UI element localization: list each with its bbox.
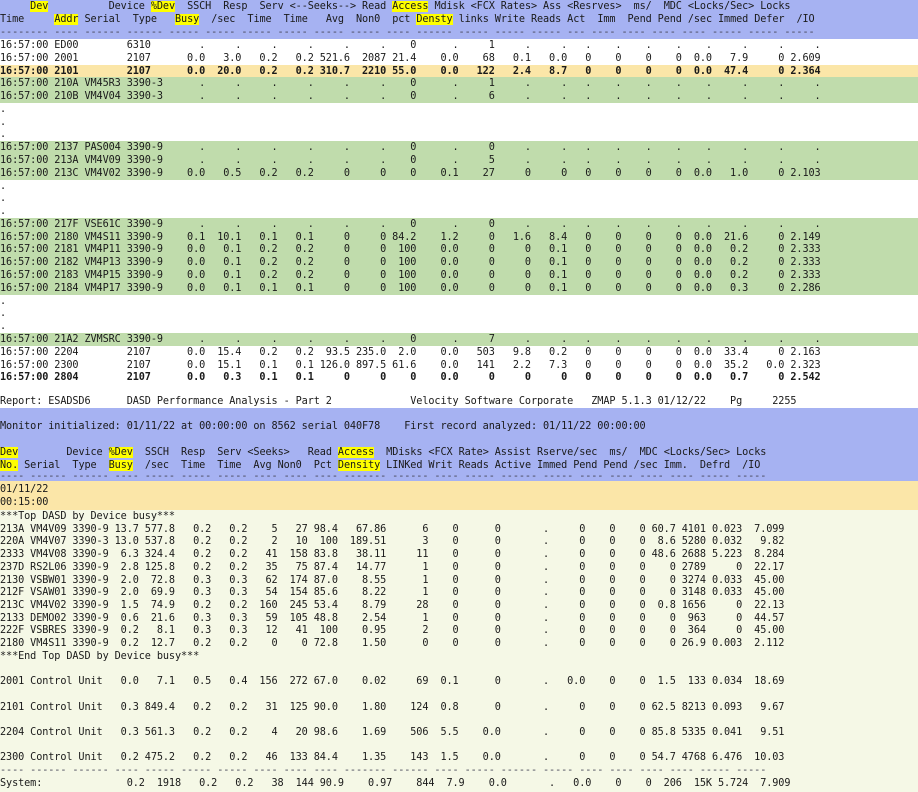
- top-dasd-row[interactable]: 220A VM4V07 3390-3 13.0 537.8 0.2 0.2 2 …: [0, 536, 785, 548]
- device-row[interactable]: 16:57:00 2180 VM4S11 3390-9 0.1 10.1 0.1…: [0, 230, 918, 244]
- highlighted-column-label: %Dev: [108, 447, 133, 458]
- part1-header-rule: -------- ---- ------ ------ ----- ----- …: [0, 26, 815, 39]
- top-dasd-row[interactable]: 237D RS2L06 3390-9 2.8 125.8 0.2 0.2 35 …: [0, 561, 785, 573]
- device-row[interactable]: 16:57:00 21A2 ZVMSRC 3390-9 . . . . . . …: [0, 332, 918, 346]
- highlighted-column-label: Density: [337, 460, 381, 471]
- top-dasd-row[interactable]: 213C VM4V02 3390-9 1.5 74.9 0.2 0.2 160 …: [0, 599, 785, 611]
- part1-header: Dev Device %Dev SSCH Resp Serv <--Seeks-…: [0, 0, 918, 39]
- elision-dot-row: .: [0, 205, 918, 219]
- report-title-line: Report: ESADSD6 DASD Performance Analysi…: [0, 396, 797, 407]
- column-label-text: Time: [0, 14, 55, 25]
- control-unit-row[interactable]: 2300 Control Unit 0.2 475.2 0.2 0.2 46 1…: [0, 752, 785, 764]
- device-row[interactable]: 16:57:00 213A VM4V09 3390-9 . . . . . . …: [0, 154, 918, 168]
- interval-time: 00:15:00: [0, 497, 49, 508]
- elision-dot-row: .: [0, 294, 918, 308]
- device-row[interactable]: 16:57:00 2101 2107 0.0 20.0 0.2 0.2 310.…: [0, 64, 918, 78]
- highlighted-column-label: Addr: [54, 14, 79, 25]
- device-row[interactable]: 16:57:00 2204 2107 0.0 15.4 0.2 0.2 93.5…: [0, 345, 918, 359]
- elision-dot-row: .: [0, 102, 918, 116]
- interval-date: 01/11/22: [0, 484, 49, 495]
- control-unit-row[interactable]: 2101 Control Unit 0.3 849.4 0.2 0.2 31 1…: [0, 701, 785, 713]
- highlighted-column-label: Access: [337, 447, 375, 458]
- system-total-row[interactable]: System: 0.2 1918 0.2 0.2 38 144 90.9 0.9…: [0, 777, 791, 789]
- highlighted-column-label: Dev: [0, 447, 19, 458]
- column-label-text: /sec Time Time Avg Non0 Pct: [132, 460, 338, 471]
- column-label-text: SSCH Resp Serv <--Seeks--> Read: [175, 1, 393, 12]
- part1-header-line: Time Addr Serial Type Busy /sec Time Tim…: [0, 13, 815, 26]
- part2-top-dasd-table: ***Top DASD by Device busy*** 213A VM4V09…: [0, 510, 918, 792]
- control-unit-row[interactable]: 2204 Control Unit 0.3 561.3 0.2 0.2 4 20…: [0, 727, 785, 738]
- part2-header-line: Dev Device %Dev SSCH Resp Serv <Seeks> R…: [0, 446, 766, 459]
- part2-header: Monitor initialized: 01/11/22 at 00:00:0…: [0, 408, 918, 483]
- highlighted-column-label: Access: [392, 1, 429, 12]
- device-row[interactable]: 16:57:00 210A VM45R3 3390-3 . . . . . . …: [0, 77, 918, 91]
- elision-dot-row: .: [0, 307, 918, 321]
- system-total-rule: ---- ------ ------ ---- ----- ----- ----…: [0, 764, 767, 776]
- column-label-text: Device: [18, 447, 109, 458]
- section-marker: ***End Top DASD by Device busy***: [0, 650, 200, 662]
- top-dasd-row[interactable]: 2333 VM4V08 3390-9 6.3 324.4 0.2 0.2 41 …: [0, 549, 785, 561]
- highlighted-column-label: Busy: [175, 14, 200, 25]
- device-row[interactable]: 16:57:00 ED00 6310 . . . . . . 0 . 1 . .…: [0, 39, 918, 52]
- top-dasd-row[interactable]: 212F VSAW01 3390-9 2.0 69.9 0.3 0.3 54 1…: [0, 587, 785, 599]
- part2-header-rule: ---- ------ ------ ---- ----- ----- ----…: [0, 470, 766, 483]
- interval-date-band: 01/11/22 00:15:00: [0, 481, 918, 510]
- top-dasd-row[interactable]: 2133 DEMO02 3390-9 0.6 21.6 0.3 0.3 59 1…: [0, 612, 785, 624]
- device-row[interactable]: 16:57:00 2137 PAS004 3390-9 . . . . . . …: [0, 141, 918, 155]
- highlighted-column-label: %Dev: [150, 1, 175, 12]
- elision-dot-row: .: [0, 179, 918, 193]
- elision-dot-row: .: [0, 115, 918, 129]
- section-marker: ***Top DASD by Device busy***: [0, 511, 175, 522]
- elision-dot-row: .: [0, 320, 918, 334]
- device-row[interactable]: 16:57:00 2184 VM4P17 3390-9 0.0 0.1 0.1 …: [0, 281, 918, 295]
- device-row[interactable]: 16:57:00 2804 2107 0.0 0.3 0.1 0.1 0 0 0…: [0, 371, 918, 385]
- elision-dot-row: .: [0, 192, 918, 206]
- top-dasd-row[interactable]: 222F VSBRES 3390-9 0.2 8.1 0.3 0.3 12 41…: [0, 625, 785, 637]
- column-label-text: SSCH Resp Serv <Seeks> Read: [132, 447, 338, 458]
- device-row[interactable]: 16:57:00 217F VSE61C 3390-9 . . . . . . …: [0, 217, 918, 231]
- device-row[interactable]: 16:57:00 213C VM4V02 3390-9 0.0 0.5 0.2 …: [0, 166, 918, 180]
- elision-dot-row: .: [0, 128, 918, 142]
- top-dasd-row[interactable]: 2130 VSBW01 3390-9 2.0 72.8 0.3 0.3 62 1…: [0, 574, 785, 586]
- column-label-text: [0, 1, 30, 12]
- part2-header-line: No. Serial Type Busy /sec Time Time Avg …: [0, 459, 760, 472]
- highlighted-column-label: Densty: [416, 14, 453, 25]
- monitor-info-line: Monitor initialized: 01/11/22 at 00:00:0…: [0, 421, 646, 432]
- highlighted-column-label: No.: [0, 460, 19, 471]
- device-row[interactable]: 16:57:00 2182 VM4P13 3390-9 0.0 0.1 0.2 …: [0, 256, 918, 270]
- highlighted-column-label: Dev: [30, 1, 49, 12]
- column-label-text: ---- ------ ------ ---- ----- ----- ----…: [0, 471, 767, 482]
- device-row[interactable]: 16:57:00 2183 VM4P15 3390-9 0.0 0.1 0.2 …: [0, 269, 918, 283]
- device-row[interactable]: 16:57:00 2181 VM4P11 3390-9 0.0 0.1 0.2 …: [0, 243, 918, 257]
- top-dasd-row[interactable]: 213A VM4V09 3390-9 13.7 577.8 0.2 0.2 5 …: [0, 523, 785, 535]
- column-label-text: -------- ---- ------ ------ ----- ----- …: [0, 27, 815, 38]
- column-label-text: /sec Time Time Avg Non0 pct: [199, 14, 417, 25]
- part1-device-table: 16:57:00 ED00 6310 . . . . . . 0 . 1 . .…: [0, 39, 918, 385]
- device-row[interactable]: 16:57:00 2300 2107 0.0 15.1 0.1 0.1 126.…: [0, 358, 918, 372]
- device-row[interactable]: 16:57:00 210B VM4V04 3390-3 . . . . . . …: [0, 90, 918, 104]
- device-row[interactable]: 16:57:00 2001 2107 0.0 3.0 0.2 0.2 521.6…: [0, 51, 918, 65]
- control-unit-row[interactable]: 2001 Control Unit 0.0 7.1 0.5 0.4 156 27…: [0, 676, 785, 688]
- column-label-text: Serial Type: [78, 14, 175, 25]
- column-label-text: links Write Reads Act Imm Pend Pend /sec…: [452, 14, 815, 25]
- report-title-bar: Report: ESADSD6 DASD Performance Analysi…: [0, 395, 918, 408]
- column-label-text: MDisks <FCX Rate> Assist Rserve/sec ms/ …: [374, 447, 767, 458]
- column-label-text: LINKed Writ Reads Active Immed Pend Pend…: [380, 460, 761, 471]
- column-label-text: Serial Type: [18, 460, 109, 471]
- part1-header-line: Dev Device %Dev SSCH Resp Serv <--Seeks-…: [0, 0, 791, 13]
- top-dasd-row[interactable]: 2180 VM4S11 3390-9 0.2 12.7 0.2 0.2 0 0 …: [0, 638, 785, 649]
- highlighted-column-label: Busy: [108, 460, 133, 471]
- column-label-text: Device: [48, 1, 151, 12]
- column-label-text: Mdisk <FCX Rates> Ass <Resrves> ms/ MDC …: [428, 1, 791, 12]
